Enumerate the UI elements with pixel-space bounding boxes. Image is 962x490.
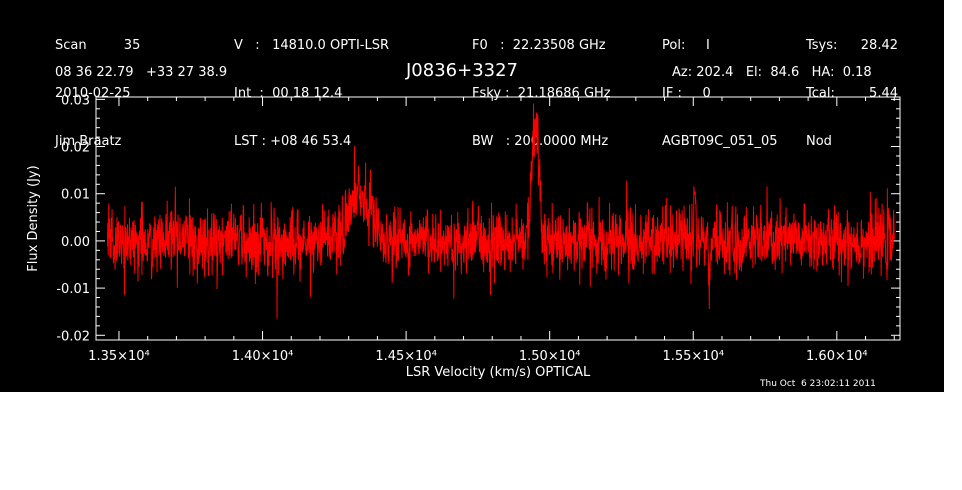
- y-tick-label: 0.02: [61, 141, 90, 156]
- header-col-scan: Scan 35 2010-02-25 Jim Braatz: [55, 6, 140, 182]
- if-line: IF : 0: [662, 86, 711, 101]
- spectrum-plot-panel: Scan 35 2010-02-25 Jim Braatz V : 14810.…: [0, 0, 944, 392]
- y-tick-label: 0.00: [61, 235, 90, 250]
- nod-label: Nod: [806, 134, 832, 149]
- spectrum-chart: -0.02 -0.01 0.00 0.01 0.02 0.03 1.35×10⁴ 1.40×1…: [26, 93, 901, 380]
- x-tick-label: 1.45×10⁴: [375, 349, 437, 364]
- x-tick-label: 1.55×10⁴: [662, 349, 724, 364]
- lst-line: LST : +08 46 53.4: [234, 134, 352, 149]
- y-tick-label: -0.01: [56, 282, 90, 297]
- y-tick-label: -0.02: [56, 329, 90, 344]
- header-col-pol: Pol: I IF : 0 AGBT09C_051_05: [662, 6, 778, 182]
- observer-line: Jim Braatz: [55, 134, 122, 149]
- pol-line: Pol: I: [662, 38, 710, 53]
- tsys-label: Tsys:: [806, 38, 838, 53]
- y-tick-label: 0.03: [61, 93, 90, 108]
- x-tick-label: 1.40×10⁴: [232, 349, 294, 364]
- source-name: J0836+3327: [406, 60, 519, 81]
- header-col-tsys-labels: Tsys: Tcal: Nod: [806, 6, 837, 182]
- project-line: AGBT09C_051_05: [662, 134, 778, 149]
- bandwidth-line: BW : 200.0000 MHz: [472, 134, 609, 149]
- rest-freq-line: F0 : 22.23508 GHz: [472, 38, 606, 53]
- y-axis-label: Flux Density (Jy): [26, 165, 41, 271]
- scan-line: Scan 35: [55, 38, 141, 53]
- plot-frame: [95, 96, 901, 341]
- coordinates-line: 08 36 22.79 +33 27 38.9: [55, 65, 228, 80]
- x-tick-label: 1.50×10⁴: [519, 349, 581, 364]
- x-axis-label: LSR Velocity (km/s) OPTICAL: [406, 365, 591, 380]
- tsys-value: 28.42: [860, 38, 898, 53]
- y-tick-label: 0.01: [61, 188, 90, 203]
- x-tick-label: 1.35×10⁴: [88, 349, 150, 364]
- x-tick-label: 1.60×10⁴: [806, 349, 868, 364]
- spectrum-trace: [106, 103, 895, 319]
- velocity-line: V : 14810.0 OPTI-LSR: [234, 38, 390, 53]
- az-el-ha-line: Az: 202.4 El: 84.6 HA: 0.18: [672, 65, 872, 80]
- plot-timestamp: Thu Oct 6 23:02:11 2011: [760, 379, 876, 389]
